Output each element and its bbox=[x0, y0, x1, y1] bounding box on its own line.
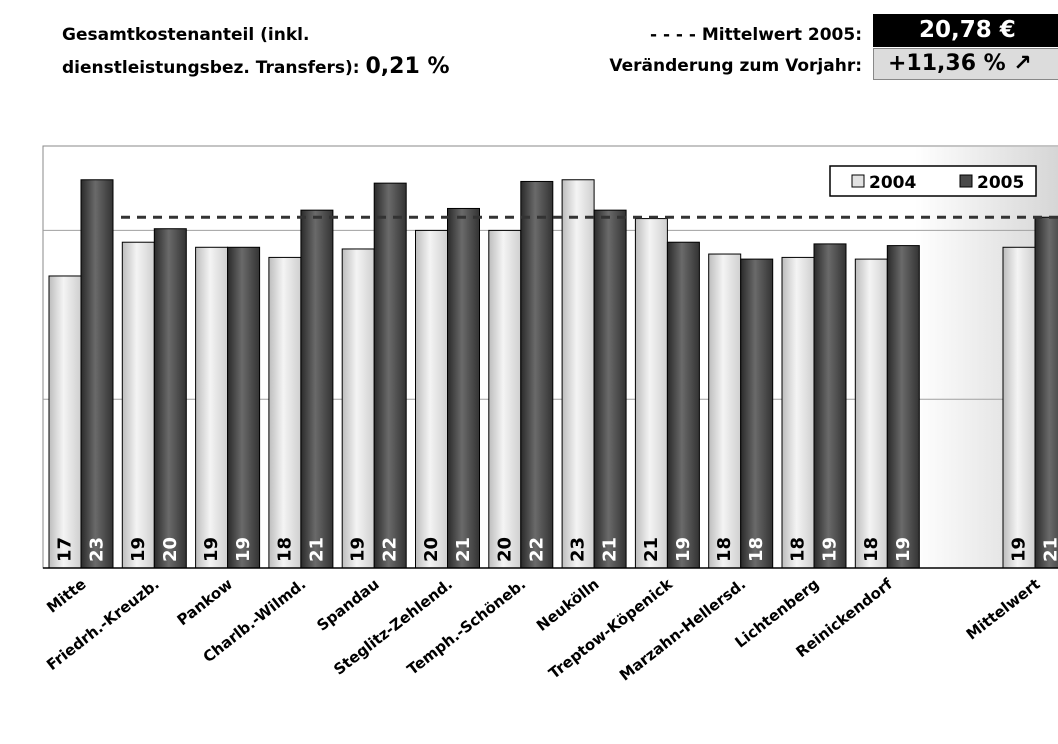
category-label-9: Marzahn-Hellersd. bbox=[616, 575, 749, 685]
category-label-5: Steglitz-Zehlend. bbox=[330, 575, 456, 679]
category-label-12: Mittelwert bbox=[963, 575, 1044, 644]
bar-2005-3 bbox=[300, 209, 334, 569]
data-label-2005-1: 20 bbox=[160, 537, 181, 562]
data-label-2005-7: 21 bbox=[600, 537, 621, 562]
bar-2004-0 bbox=[48, 275, 82, 569]
mean-header: - - - - Mittelwert 2005: Veränderung zum… bbox=[609, 20, 862, 82]
data-label-2005-4: 22 bbox=[380, 537, 401, 562]
change-label: Veränderung zum Vorjahr: bbox=[609, 56, 862, 76]
change-value-box: +11,36 % ↗ bbox=[873, 48, 1058, 80]
data-label-2004-4: 19 bbox=[348, 537, 369, 562]
bar-2005-5 bbox=[447, 207, 480, 569]
data-label-2004-12: 19 bbox=[1009, 537, 1030, 562]
bar-2005-9 bbox=[740, 258, 774, 569]
data-label-2004-11: 18 bbox=[861, 537, 882, 562]
data-label-2004-3: 18 bbox=[274, 537, 295, 562]
bar-2004-8 bbox=[634, 218, 668, 569]
data-label-2004-8: 21 bbox=[641, 537, 662, 562]
bar-2004-2 bbox=[195, 246, 229, 569]
bar-2005-11 bbox=[886, 245, 920, 569]
bar-2005-1 bbox=[153, 228, 187, 569]
bar-2005-8 bbox=[666, 241, 700, 569]
bar-2004-4 bbox=[341, 248, 375, 569]
data-label-2004-2: 19 bbox=[201, 537, 222, 562]
bar-2005-2 bbox=[227, 246, 261, 569]
category-label-7: Neukölln bbox=[533, 575, 603, 635]
mean-value-box: 20,78 € bbox=[873, 14, 1058, 47]
legend-swatch-2004 bbox=[851, 174, 865, 188]
category-label-8: Treptow-Köpenick bbox=[545, 574, 676, 682]
category-label-4: Spandau bbox=[313, 575, 382, 635]
data-label-2005-9: 18 bbox=[746, 537, 767, 562]
cost-share-label-line2: dienstleistungsbez. Transfers): bbox=[62, 58, 360, 78]
bar-2005-0 bbox=[80, 179, 114, 569]
bar-2005-6 bbox=[520, 180, 554, 569]
cost-share-value: 0,21 % bbox=[365, 54, 450, 79]
data-label-2004-0: 17 bbox=[55, 537, 76, 562]
bar-2004-3 bbox=[268, 256, 302, 569]
category-label-6: Temph.-Schöneb. bbox=[404, 575, 530, 679]
data-label-2004-1: 19 bbox=[128, 537, 149, 562]
bar-2004-10 bbox=[781, 256, 815, 569]
data-label-2005-8: 19 bbox=[673, 537, 694, 562]
bar-2004-6 bbox=[488, 229, 522, 569]
data-label-2004-5: 20 bbox=[421, 537, 442, 562]
bar-2004-7 bbox=[561, 179, 595, 569]
bar-2004-5 bbox=[415, 229, 448, 569]
data-label-2004-9: 18 bbox=[714, 537, 735, 562]
legend-swatch-2005 bbox=[959, 174, 973, 188]
data-label-2004-6: 20 bbox=[494, 537, 515, 562]
data-label-2005-0: 23 bbox=[87, 537, 108, 562]
bar-2004-1 bbox=[121, 241, 155, 569]
category-label-2: Pankow bbox=[174, 575, 237, 629]
bar-2005-10 bbox=[813, 243, 847, 569]
data-label-2005-12: 21 bbox=[1041, 537, 1058, 562]
bar-2004-11 bbox=[854, 258, 888, 569]
bar-2005-4 bbox=[373, 182, 407, 569]
data-label-2005-3: 21 bbox=[306, 537, 327, 562]
data-label-2004-10: 18 bbox=[788, 537, 809, 562]
bar-2005-12 bbox=[1034, 216, 1058, 569]
legend-label-2004: 2004 bbox=[869, 173, 916, 193]
mean-label: - - - - Mittelwert 2005: bbox=[649, 25, 862, 45]
bar-2004-12 bbox=[1002, 246, 1036, 569]
data-label-2005-6: 22 bbox=[526, 537, 547, 562]
data-label-2005-5: 21 bbox=[453, 537, 474, 562]
legend: 2004 2005 bbox=[829, 165, 1037, 197]
bar-2004-9 bbox=[708, 253, 742, 569]
legend-label-2005: 2005 bbox=[977, 173, 1024, 193]
data-label-2005-2: 19 bbox=[233, 537, 254, 562]
data-label-2005-10: 19 bbox=[820, 537, 841, 562]
category-label-0: Mitte bbox=[43, 575, 89, 617]
data-label-2004-7: 23 bbox=[568, 537, 589, 562]
data-label-2005-11: 19 bbox=[893, 537, 914, 562]
bar-2005-7 bbox=[593, 209, 627, 569]
cost-share-label-line1: Gesamtkostenanteil (inkl. bbox=[62, 25, 310, 45]
cost-share-header: Gesamtkostenanteil (inkl. dienstleistung… bbox=[62, 20, 449, 84]
